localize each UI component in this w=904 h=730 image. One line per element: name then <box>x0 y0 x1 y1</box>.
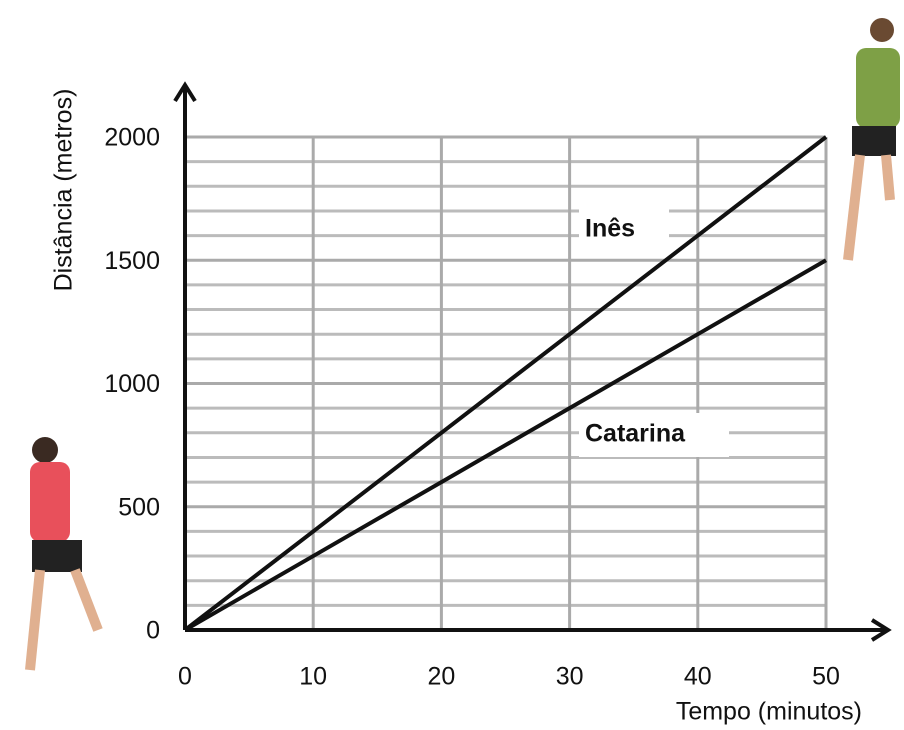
x-tick-label: 50 <box>812 663 840 691</box>
y-tick-label: 1000 <box>104 370 160 398</box>
x-axis-label: Tempo (minutos) <box>676 698 862 726</box>
y-tick-label: 1500 <box>104 247 160 275</box>
series-label-bg <box>579 413 729 457</box>
x-tick-label: 40 <box>684 663 712 691</box>
runner-left <box>25 437 103 671</box>
series-label: Catarina <box>585 420 686 448</box>
y-tick-label: 2000 <box>104 124 160 152</box>
y-axis-arrow <box>173 81 197 103</box>
y-axis-label: Distância (metros) <box>50 89 78 292</box>
x-tick-label: 20 <box>427 663 455 691</box>
series-line <box>183 135 828 632</box>
y-tick-label: 0 <box>146 617 160 645</box>
series-line <box>184 258 827 632</box>
x-tick-label: 10 <box>299 663 327 691</box>
x-axis-arrow <box>870 618 892 642</box>
series-label-bg <box>579 208 669 252</box>
runner-right <box>843 18 900 261</box>
series-label: Inês <box>585 215 635 243</box>
x-tick-label: 0 <box>178 663 192 691</box>
x-tick-label: 30 <box>556 663 584 691</box>
y-tick-label: 500 <box>118 493 160 521</box>
